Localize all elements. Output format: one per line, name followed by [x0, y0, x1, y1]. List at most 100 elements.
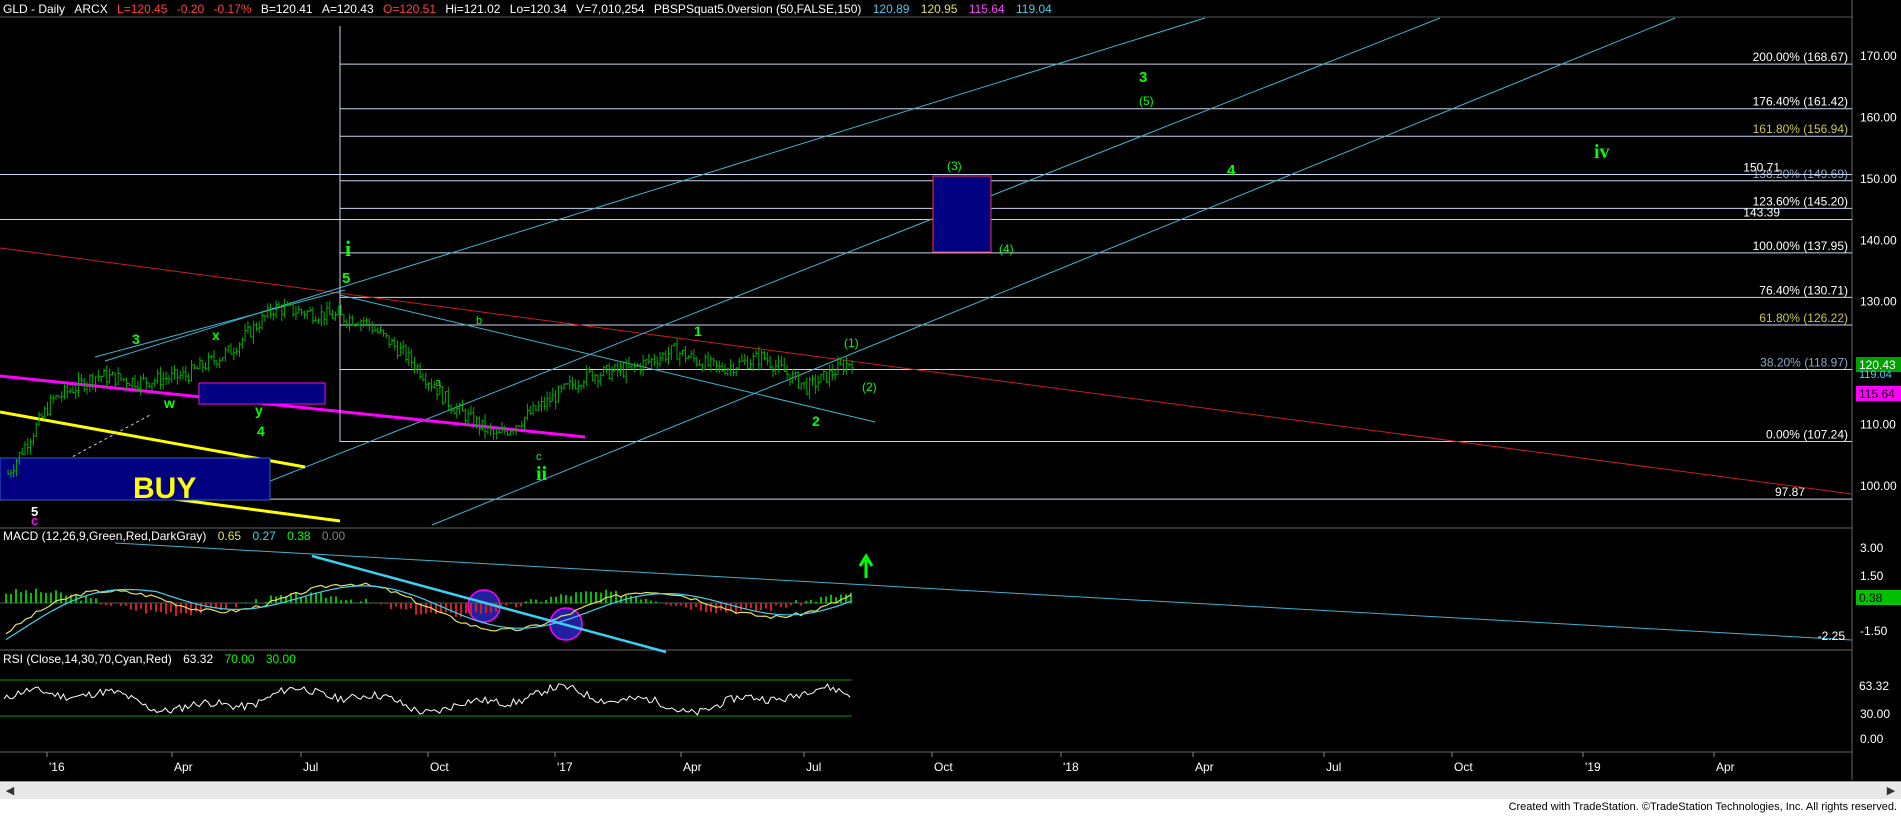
macd-histogram-bar: [150, 603, 152, 610]
macd-histogram-bar: [310, 592, 312, 604]
last-price-tag: 120.43: [1859, 358, 1896, 372]
macd-histogram-bar: [420, 603, 422, 615]
date-axis-label: Jul: [303, 760, 318, 774]
macd-histogram-bar: [85, 595, 87, 604]
rsi-axis-label: 0.00: [1860, 732, 1884, 746]
wave-p4: (4): [999, 242, 1014, 256]
macd-histogram-bar: [190, 603, 192, 616]
macd-histogram-bar: [555, 596, 557, 604]
macd-histogram-bar: [35, 588, 37, 604]
macd-histogram-bar: [335, 596, 337, 604]
macd-histogram-bar: [240, 602, 242, 604]
macd-histogram-bar: [305, 596, 307, 604]
macd-histogram-bar: [30, 592, 32, 604]
wave-p3: (3): [947, 159, 962, 173]
macd-histogram-bar: [645, 598, 647, 604]
date-axis-label: Jul: [1326, 760, 1341, 774]
scroll-left-icon[interactable]: ◀: [5, 785, 15, 797]
macd-histogram-bar: [475, 603, 477, 612]
macd-histogram-bar: [280, 595, 282, 604]
macd-histogram-bar: [455, 603, 457, 617]
macd-histogram-bar: [815, 601, 817, 604]
fib-level-label: 76.40% (130.71): [1759, 283, 1848, 297]
wave-3-top: 3: [1139, 69, 1147, 86]
horizontal-scrollbar[interactable]: ◀ ▶: [0, 781, 1901, 800]
date-axis-label: Apr: [1195, 760, 1214, 774]
low-price: Lo=120.34: [509, 2, 567, 16]
macd-histogram-bar: [265, 601, 267, 604]
macd-histogram-bar: [640, 599, 642, 604]
macd-histogram-bar: [615, 590, 617, 604]
macd-histogram-bar: [380, 603, 382, 605]
study-val-1: 120.89: [872, 2, 910, 16]
scroll-right-icon[interactable]: ▶: [1886, 785, 1896, 797]
price-axis-label: 140.00: [1860, 233, 1897, 247]
magenta-price-tag: 115.64: [1859, 387, 1895, 401]
macd-histogram-bar: [685, 603, 687, 608]
fib-level-label: 61.80% (126.22): [1759, 311, 1848, 325]
wave-w: w: [163, 395, 175, 411]
macd-header: MACD (12,26,9,Green,Red,DarkGray) 0.65 0…: [3, 529, 345, 543]
macd-histogram-bar: [715, 603, 717, 614]
macd-histogram-bar: [320, 592, 322, 604]
bid-price: B=120.41: [260, 2, 313, 16]
macd-histogram-bar: [410, 603, 412, 609]
macd-title: MACD (12,26,9,Green,Red,DarkGray): [3, 529, 207, 543]
macd-histogram-bar: [145, 603, 147, 614]
macd-histogram-bar: [260, 603, 262, 604]
macd-histogram-bar: [245, 602, 247, 604]
rsi-tag: 63.32: [1859, 679, 1889, 693]
macd-histogram-bar: [90, 598, 92, 604]
macd-histogram-bar: [235, 603, 237, 608]
last-price: L=120.45: [117, 2, 168, 16]
macd-tag: 0.38: [1859, 591, 1883, 605]
up-arrow-icon: [858, 553, 874, 578]
macd-histogram-bar: [670, 603, 672, 606]
extra-level-label: 150.71: [1743, 160, 1780, 174]
rsi-tag-bg: [1856, 678, 1901, 693]
fib-level-label: 123.60% (145.20): [1753, 194, 1848, 208]
macd-histogram-bar: [45, 592, 47, 604]
fib-level-label: 200.00% (168.67): [1753, 50, 1848, 64]
macd-histogram-bar: [770, 603, 772, 611]
macd-histogram-bar: [40, 592, 42, 604]
channel-line-4: [94, 289, 346, 358]
symbol-label: GLD - Daily: [3, 2, 66, 16]
wave-1-mid: 1: [694, 323, 702, 339]
rsi-val-3: 30.00: [265, 652, 296, 666]
ask-price: A=120.43: [321, 2, 374, 16]
macd-histogram-bar: [360, 601, 362, 604]
date-axis-label: Oct: [934, 760, 953, 774]
macd-histogram-bar: [155, 603, 157, 612]
date-axis-label: Oct: [430, 760, 449, 774]
macd-histogram-bar: [680, 603, 682, 606]
macd-histogram-bar: [255, 599, 257, 604]
price-axis-label: 150.00: [1860, 172, 1897, 186]
macd-histogram-bar: [510, 603, 512, 605]
date-axis-label: Jul: [806, 760, 821, 774]
wave-p2: (2): [862, 380, 877, 394]
macd-histogram-bar: [635, 597, 637, 604]
macd-histogram-bar: [120, 603, 122, 606]
macd-histogram-bar: [290, 593, 292, 604]
date-axis-label: Oct: [1454, 760, 1473, 774]
macd-histogram-bar: [480, 603, 482, 614]
macd-histogram-bar: [545, 599, 547, 604]
macd-histogram-bar: [850, 592, 852, 604]
macd-histogram-bar: [165, 603, 167, 614]
macd-histogram-bar: [315, 592, 317, 604]
macd-histogram-bar: [465, 603, 467, 614]
credit-text: Created with TradeStation. ©TradeStation…: [1508, 801, 1897, 813]
macd-histogram-bar: [60, 592, 62, 604]
macd-histogram-bar: [445, 603, 447, 613]
macd-histogram-bar: [415, 603, 417, 615]
macd-histogram-bar: [425, 603, 427, 614]
macd-histogram-bar: [460, 603, 462, 617]
macd-histogram-bar: [675, 603, 677, 606]
macd-histogram-bar: [400, 603, 402, 609]
macd-cyan-line: [311, 554, 667, 654]
macd-histogram-bar: [735, 603, 737, 615]
date-axis-label: Apr: [683, 760, 702, 774]
wave-3-left: 3: [132, 331, 140, 347]
